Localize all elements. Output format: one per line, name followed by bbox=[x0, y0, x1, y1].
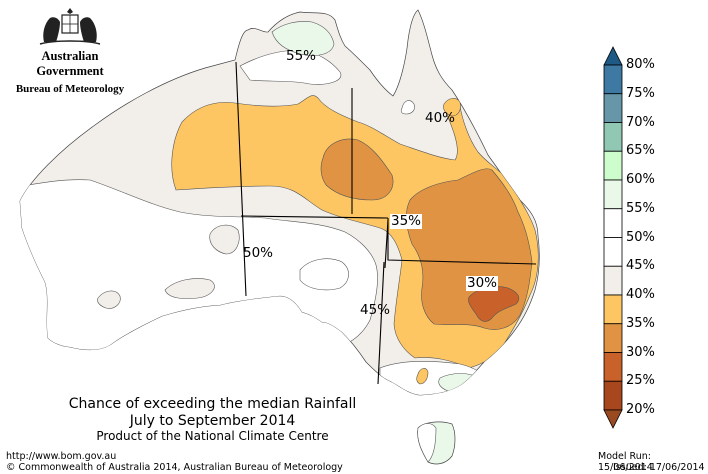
legend-arrow-bottom bbox=[603, 409, 623, 429]
region-50pct-victoria bbox=[379, 361, 487, 395]
legend-colorbar bbox=[603, 46, 623, 429]
legend-swatch bbox=[603, 237, 623, 267]
legend-swatch bbox=[603, 179, 623, 210]
tasmania bbox=[417, 421, 456, 465]
legend-tick-label: 25% bbox=[626, 373, 655, 389]
patch-40pct-capeyork bbox=[443, 98, 461, 117]
legend-swatch bbox=[603, 93, 623, 123]
legend-tick-label: 75% bbox=[626, 85, 655, 101]
legend-tick-label: 50% bbox=[626, 229, 655, 245]
legend-tick-label: 65% bbox=[626, 143, 655, 159]
legend-swatch bbox=[603, 64, 623, 95]
patch-45pct-wa bbox=[97, 290, 121, 309]
patch-45pct-nullarbor bbox=[164, 278, 215, 300]
legend-swatch bbox=[603, 265, 623, 296]
region-60pct-arnhem bbox=[271, 21, 335, 56]
label-35pct: 35% bbox=[390, 213, 423, 229]
legend-swatch bbox=[603, 323, 623, 353]
legend-tick-label: 20% bbox=[626, 402, 655, 417]
legend-swatch bbox=[603, 294, 623, 325]
legend-swatch bbox=[603, 380, 623, 411]
region-35pct bbox=[320, 138, 394, 201]
patch-50pct-yorke bbox=[299, 258, 349, 291]
label-45pct: 45% bbox=[360, 302, 391, 318]
footer-copyright: © Commonwealth of Australia 2014, Austra… bbox=[6, 462, 343, 473]
caption-product: Product of the National Climate Centre bbox=[96, 429, 329, 443]
legend-swatch bbox=[603, 352, 623, 382]
label-30pct: 30% bbox=[466, 275, 499, 291]
coat-of-arms-icon bbox=[39, 8, 101, 45]
legend-swatch bbox=[603, 208, 623, 238]
legend-tick-label: 80% bbox=[626, 57, 655, 72]
patch-40pct-victoria bbox=[416, 368, 429, 385]
region-55pct-victoria bbox=[438, 373, 479, 393]
label-40pct: 40% bbox=[425, 110, 456, 126]
label-55pct: 55% bbox=[286, 48, 317, 64]
patch-50pct-capeyork bbox=[400, 100, 415, 115]
legend-swatch bbox=[603, 150, 623, 181]
legend-tick-label: 45% bbox=[626, 258, 655, 274]
legend-tick-label: 30% bbox=[626, 344, 655, 360]
government-name: Australian Government bbox=[36, 49, 104, 78]
bom-logo: Australian Government Bureau of Meteorol… bbox=[10, 6, 130, 95]
legend-tick-label: 40% bbox=[626, 287, 655, 302]
legend-tick-label: 55% bbox=[626, 200, 655, 216]
caption-title: Chance of exceeding the median Rainfall bbox=[68, 396, 357, 412]
label-50pct: 50% bbox=[243, 245, 274, 261]
legend-swatch bbox=[603, 122, 623, 152]
footer-url: http://www.bom.gov.au bbox=[6, 451, 117, 462]
issued-date: Issued: 17/06/2014 bbox=[613, 462, 705, 473]
caption-period: July to September 2014 bbox=[129, 413, 296, 429]
legend-arrow-top bbox=[603, 46, 623, 66]
legend-tick-label: 60% bbox=[626, 172, 655, 187]
state-borders bbox=[235, 61, 537, 385]
legend-tick-label: 35% bbox=[626, 315, 655, 331]
legend-tick-label: 70% bbox=[626, 114, 655, 130]
patch-45pct-desert bbox=[209, 224, 240, 255]
region-30pct bbox=[468, 286, 520, 322]
model-run-date: Model Run: 15/06/2014 bbox=[598, 451, 653, 473]
region-55pct-topend bbox=[239, 49, 342, 85]
bureau-name: Bureau of Meteorology bbox=[15, 83, 125, 95]
